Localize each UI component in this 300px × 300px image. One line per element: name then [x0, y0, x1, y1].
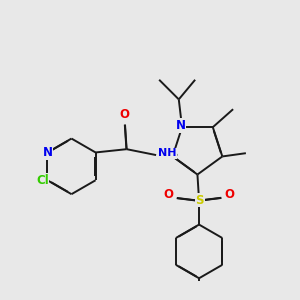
Text: O: O: [164, 188, 174, 201]
Text: NH: NH: [158, 148, 177, 158]
Text: O: O: [119, 108, 129, 121]
Text: N: N: [176, 119, 185, 132]
Text: N: N: [42, 146, 52, 159]
Text: Cl: Cl: [36, 174, 49, 187]
Text: S: S: [196, 194, 204, 207]
Text: O: O: [224, 188, 235, 201]
